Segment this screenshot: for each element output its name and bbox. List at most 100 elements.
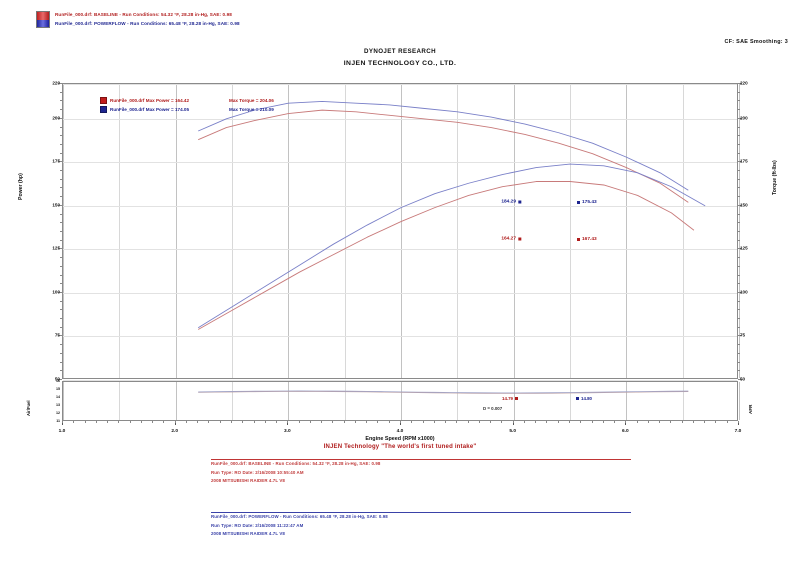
footer-baseline-line1: RunFile_000.drf: BASELINE - Run Conditio…	[211, 461, 381, 466]
gridline-vertical	[682, 84, 684, 378]
gridline-horizontal	[63, 292, 737, 294]
marker-dot-icon	[518, 237, 521, 241]
x-tick-minor	[298, 421, 300, 423]
x-tick-minor	[152, 421, 154, 423]
y-tick-label: 75	[55, 333, 60, 338]
y-tick-minor	[60, 231, 62, 232]
afr-gridline-vertical	[344, 382, 346, 420]
marker-dot-icon	[576, 397, 579, 400]
x-tick-minor	[332, 421, 334, 423]
x-tick	[512, 421, 514, 425]
x-tick-minor	[546, 421, 548, 423]
curve-2	[197, 181, 695, 330]
x-tick-label: 3.0	[283, 429, 291, 434]
y2-tick-minor	[738, 117, 740, 119]
annotation-red-right: 167.43	[577, 237, 597, 242]
gridline-vertical	[63, 84, 64, 378]
y2-tick-minor	[738, 370, 740, 372]
x-tick-label: 5.0	[509, 429, 516, 434]
x-tick-minor	[197, 421, 199, 423]
y2-tick-minor	[738, 352, 740, 354]
y-tick-minor	[60, 379, 62, 380]
afr-delta-value: D = 0.007	[483, 406, 503, 411]
x-tick-minor	[670, 421, 672, 423]
x-tick-minor	[726, 421, 728, 423]
y-tick-minor	[60, 352, 62, 354]
y-tick-minor	[60, 152, 62, 154]
x-tick-minor	[490, 421, 492, 423]
inplot-legend-row-baseline: RunFile_000.drf Max Power = 164.42 Max T…	[100, 97, 274, 104]
x-tick	[400, 421, 401, 425]
footer-powerflow-line3: 2008 MITSUBISHI RAIDER 4.7L V8	[211, 531, 285, 536]
inplot-legend-row-powerflow: RunFile_000.drf Max Power = 174.05 Max T…	[100, 106, 274, 113]
afr-gridlines	[63, 382, 740, 420]
afr-marker-powerflow: 14.80	[576, 396, 592, 401]
gridline-horizontal	[63, 205, 737, 207]
chart-subtitle: INJEN TECHNOLOGY CO., LTD.	[343, 60, 457, 67]
afr-tick-label: 15	[56, 387, 60, 391]
x-tick-minor	[501, 421, 503, 423]
y2-tick-minor	[738, 83, 740, 84]
dyno-curves	[197, 100, 706, 330]
gridline-horizontal	[63, 336, 737, 338]
y-tick-minor	[60, 257, 62, 259]
y-tick-minor	[60, 361, 62, 363]
y2-tick-minor	[738, 143, 740, 145]
y-tick-minor	[60, 143, 62, 145]
afr-gridline-vertical	[626, 382, 628, 420]
y-tick-label: 125	[52, 245, 60, 251]
marker-dot-icon	[515, 397, 518, 400]
gridline-vertical	[344, 84, 346, 378]
y2-tick-minor	[738, 222, 740, 224]
marker-dot-icon	[577, 238, 580, 241]
swatch-blue	[37, 19, 49, 27]
y2-tick	[738, 379, 742, 380]
afr-gridline-vertical	[63, 382, 64, 420]
afr-curve	[198, 390, 689, 394]
afr-gridline-vertical	[401, 382, 402, 420]
x-tick-minor	[276, 421, 278, 423]
y-tick-minor	[60, 222, 62, 224]
gridline-horizontal	[63, 118, 737, 120]
x-tick-minor	[264, 421, 266, 423]
annotation-red-left-value: 164.27	[501, 236, 516, 242]
y-tick-minor	[60, 239, 62, 241]
x-tick-minor	[636, 421, 638, 423]
y2-tick-minor	[738, 161, 740, 163]
y-tick-label: 220	[52, 80, 60, 86]
gridline-horizontal	[63, 380, 737, 381]
afr-tick-label: 16	[56, 379, 60, 383]
y2-tick-minor	[738, 126, 740, 128]
gridline-vertical	[401, 84, 402, 378]
y2-tick-label: 75	[740, 332, 746, 338]
inplot-legend: RunFile_000.drf Max Power = 164.42 Max T…	[100, 97, 274, 113]
swatch-red	[37, 12, 49, 20]
x-tick-minor	[433, 421, 435, 423]
y-tick-minor	[60, 265, 62, 267]
y-tick-minor	[60, 370, 62, 372]
y-tick-minor	[60, 91, 62, 93]
inplot-powerflow-torque: Max Torque = 210.09	[229, 107, 274, 112]
x-axis-title: Engine Speed (RPM x1000)	[365, 436, 435, 442]
y2-tick	[738, 291, 742, 293]
x-tick-minor	[659, 421, 661, 423]
x-tick-minor	[366, 421, 368, 423]
gridline-vertical	[457, 84, 459, 378]
y-tick-minor	[60, 196, 62, 198]
y2-tick-label: 50	[740, 376, 746, 382]
y-tick-label: 100	[52, 289, 60, 295]
x-tick-minor	[569, 421, 570, 423]
x-tick-minor	[62, 421, 63, 423]
annotation-blue-right-value: 175.43	[582, 200, 597, 205]
x-tick-minor	[377, 421, 379, 423]
y2-tick-minor	[738, 379, 740, 380]
afr-gridline-vertical	[175, 382, 177, 420]
footer-powerflow: RunFile_000.drf: POWERFLOW - Run Conditi…	[211, 512, 631, 539]
y2-axis-title: Torque (ft-lbs)	[772, 160, 778, 195]
gridline-horizontal	[63, 84, 737, 85]
x-tick-minor	[512, 421, 514, 423]
afr-gridline-vertical	[232, 382, 233, 420]
x-tick-minor	[591, 421, 593, 423]
x-tick-minor	[704, 421, 706, 423]
